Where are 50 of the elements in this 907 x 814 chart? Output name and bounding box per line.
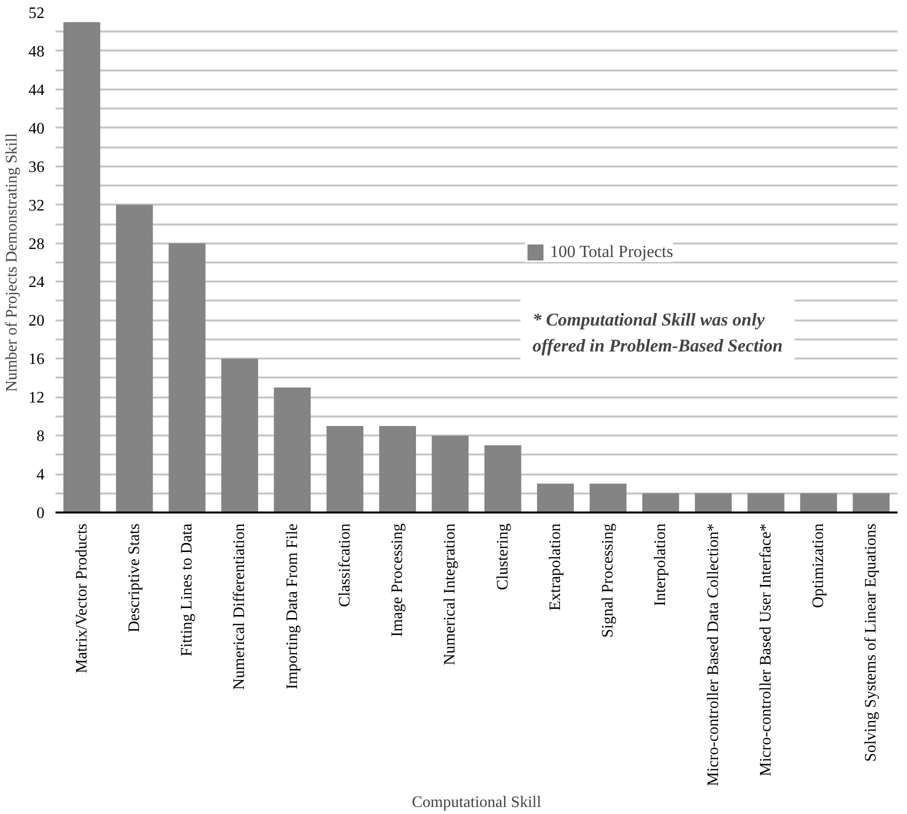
y-tick-label: 40 — [28, 120, 44, 138]
y-tick-label: 48 — [28, 43, 44, 60]
bar — [590, 484, 626, 512]
x-tick-label: Optimization — [810, 523, 828, 608]
y-tick-label: 24 — [28, 274, 44, 292]
bar — [168, 243, 206, 512]
x-tick-label: Micro-controller Based User Interface* — [757, 523, 774, 776]
y-tick-label: 32 — [28, 197, 44, 214]
y-tick-label: 4 — [36, 466, 44, 484]
y-tick-label: 8 — [36, 428, 44, 446]
bar — [748, 493, 784, 512]
x-tick-label: Importing Data From File — [284, 523, 301, 690]
x-tick-label: Interpolation — [652, 524, 670, 606]
x-tick-label: Solving Systems of Linear Equations — [862, 524, 880, 762]
y-tick-label: 0 — [36, 505, 44, 522]
x-tick-label: Image Processing — [389, 523, 406, 637]
bar — [642, 493, 680, 512]
bar — [432, 436, 469, 512]
y-axis-title: Number of Projects Demonstrating Skill — [4, 132, 20, 392]
bar — [694, 493, 732, 512]
bar — [537, 484, 574, 512]
bar — [116, 204, 153, 512]
x-tick-label: Classifcation — [336, 523, 354, 608]
bar — [274, 388, 311, 512]
bar — [484, 445, 522, 512]
legend-label: 100 Total Projects — [550, 242, 674, 262]
bar — [852, 493, 890, 512]
x-tick-label: Signal Processing — [600, 524, 617, 638]
bar — [326, 426, 364, 512]
x-tick-label: Descriptive Stats — [126, 523, 143, 632]
bar — [63, 22, 100, 512]
y-tick-label: 20 — [28, 312, 44, 330]
y-tick-label: 28 — [28, 236, 44, 253]
x-tick-label: Numerical Differentiation — [231, 523, 248, 690]
x-tick-label: Clustering — [494, 523, 512, 590]
x-tick-label: Fitting Lines to Data — [178, 524, 196, 656]
x-tick-label: Numerical Integration — [442, 524, 459, 666]
bar — [800, 493, 837, 512]
x-tick-label: Micro-controller Based Data Collection* — [704, 523, 722, 786]
annotation: * Computational Skill was only offered in Problem-Based Section — [532, 310, 783, 356]
x-tick-label: Extrapolation — [546, 523, 564, 611]
y-tick-label: 12 — [28, 390, 44, 407]
bar — [221, 358, 258, 512]
x-tick-label: Matrix/Vector Products — [73, 524, 90, 674]
bar — [379, 426, 416, 512]
y-tick-label: 16 — [28, 351, 44, 368]
y-tick-label: 44 — [28, 82, 44, 99]
y-tick-label: 36 — [28, 158, 44, 176]
x-axis-title: Computational Skill — [412, 794, 542, 812]
y-tick-label: 52 — [28, 5, 44, 22]
